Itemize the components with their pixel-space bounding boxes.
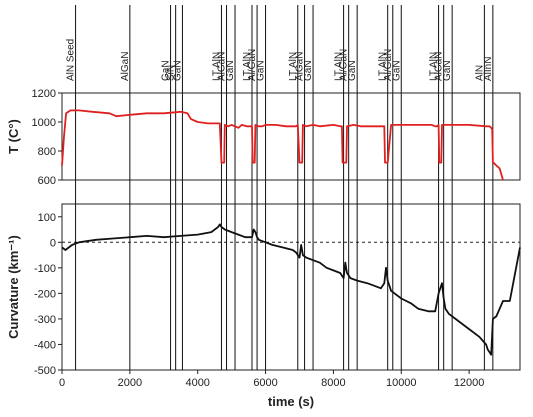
temperature-y-tick-label: 1200 — [32, 88, 56, 100]
x-tick-label: 2000 — [118, 377, 142, 389]
layer-marker-label: GaN — [256, 60, 267, 81]
curvature-y-tick-label: -100 — [34, 263, 56, 275]
x-tick-label: 4000 — [185, 377, 209, 389]
layer-marker-label: LT AlN — [211, 52, 222, 81]
curvature-y-tick-label: -400 — [34, 339, 56, 351]
layer-marker-label: AlN — [474, 65, 485, 81]
layer-marker-label: LT AlN — [334, 52, 345, 81]
layer-marker-label: LT AlN — [242, 52, 253, 81]
x-tick-label: 12000 — [454, 377, 485, 389]
layer-marker-label: Al/GaN — [247, 49, 258, 81]
curvature-y-tick-label: -500 — [34, 365, 56, 377]
layer-marker-label: AlInN — [483, 57, 494, 81]
layer-marker-label: SiN — [166, 65, 177, 81]
temperature-y-tick-label: 1000 — [32, 117, 56, 129]
layer-marker-label: AlN Seed — [66, 39, 77, 81]
layer-marker-label: Al/GaN — [383, 49, 394, 81]
layer-marker-label: AlGaN — [434, 52, 445, 81]
layer-marker-label: GaN — [442, 60, 453, 81]
curvature-y-tick-label: 100 — [38, 212, 56, 224]
curvature-y-axis-title: Curvature (km⁻¹) — [6, 235, 21, 339]
layer-marker-label: GaN — [172, 60, 183, 81]
curvature-y-tick-label: -300 — [34, 314, 56, 326]
layer-marker-label: LT AlN — [429, 52, 440, 81]
temperature-y-axis-title: T (C°) — [6, 119, 21, 154]
temperature-series-line — [61, 109, 504, 181]
layer-marker-label: AlGaN — [295, 52, 306, 81]
curvature-y-tick-label: 0 — [50, 237, 56, 249]
layer-marker-label: GaN — [225, 60, 236, 81]
x-tick-label: 8000 — [321, 377, 345, 389]
x-tick-label: 10000 — [386, 377, 417, 389]
layer-marker-label: Al/GaN — [339, 49, 350, 81]
temperature-plot-frame — [61, 92, 521, 181]
layer-marker-label: GaN — [347, 60, 358, 81]
curvature-series-line — [61, 223, 521, 356]
curvature-plot-frame — [61, 203, 521, 371]
temperature-y-tick-label: 600 — [38, 175, 56, 187]
layer-marker-label: GaN — [391, 60, 402, 81]
temperature-y-tick-label: 800 — [38, 146, 56, 158]
layer-marker-label: GaN — [161, 60, 172, 81]
x-axis-title: time (s) — [268, 394, 314, 409]
layer-marker-label: AlGaN — [120, 52, 131, 81]
x-tick-label: 0 — [59, 377, 65, 389]
layer-marker-label: LT AlN — [378, 52, 389, 81]
x-tick-label: 6000 — [253, 377, 277, 389]
layer-marker-label: LT AlN — [288, 52, 299, 81]
layer-marker-label: AlGaN — [217, 52, 228, 81]
curvature-y-tick-label: -200 — [34, 288, 56, 300]
layer-marker-label: GaN — [303, 60, 314, 81]
